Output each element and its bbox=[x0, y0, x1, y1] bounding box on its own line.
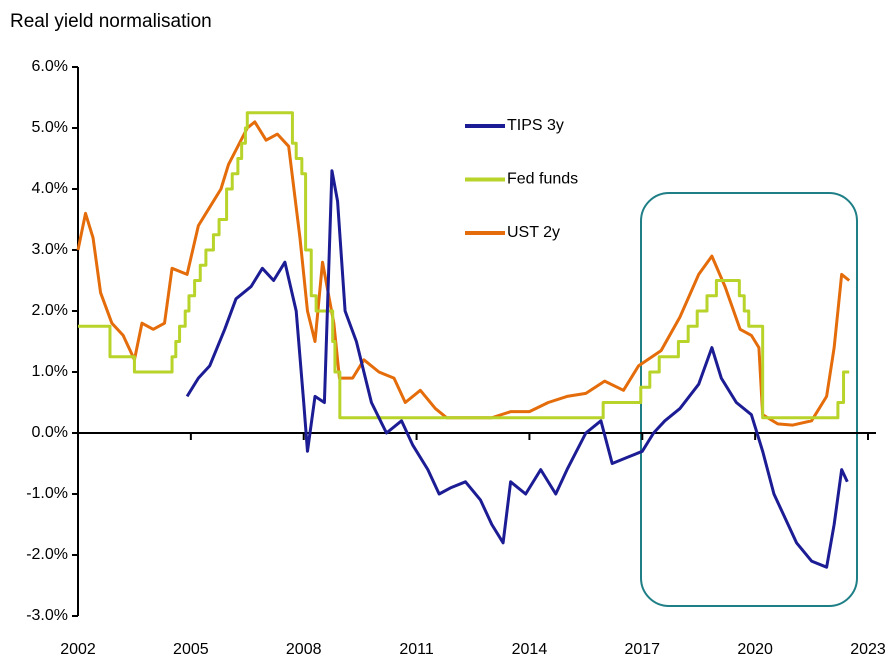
legend-label: Fed funds bbox=[507, 171, 578, 188]
y-tick-label: 6.0% bbox=[32, 58, 68, 75]
chart-title: Real yield normalisation bbox=[10, 11, 212, 32]
x-tick-label: 2005 bbox=[173, 641, 209, 658]
x-tick-label: 2014 bbox=[512, 641, 548, 658]
x-tick-label: 2008 bbox=[286, 641, 322, 658]
y-tick-label: 1.0% bbox=[32, 363, 68, 380]
series-line bbox=[76, 120, 851, 427]
y-tick-label: -2.0% bbox=[26, 546, 68, 563]
y-tick-label: 4.0% bbox=[32, 180, 68, 197]
legend-label: UST 2y bbox=[507, 224, 560, 241]
series-line bbox=[78, 111, 850, 420]
x-tick-label: 2011 bbox=[399, 641, 434, 658]
x-tick-label: 2023 bbox=[850, 641, 886, 658]
x-tick-label: 2017 bbox=[624, 641, 660, 658]
y-tick-label: 3.0% bbox=[32, 241, 68, 258]
x-tick-label: 2020 bbox=[737, 641, 773, 658]
y-tick-label: 2.0% bbox=[32, 302, 68, 319]
series-line bbox=[185, 169, 849, 569]
y-tick-label: -1.0% bbox=[26, 485, 68, 502]
legend-label: TIPS 3y bbox=[507, 117, 564, 134]
y-tick-label: 0.0% bbox=[32, 424, 68, 441]
y-tick-label: -3.0% bbox=[26, 607, 68, 624]
x-tick-label: 2002 bbox=[60, 641, 96, 658]
y-tick-label: 5.0% bbox=[32, 119, 68, 136]
